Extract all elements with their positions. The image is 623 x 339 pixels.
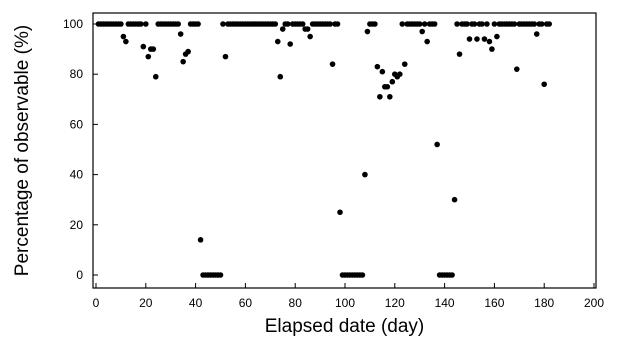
data-point [494,33,500,40]
y-tick-label: 40 [70,168,84,182]
x-tick-label: 200 [584,296,604,310]
data-point [533,31,540,37]
data-point [514,66,520,72]
data-point [284,21,291,27]
axis-ticks [93,23,595,288]
data-point [401,61,408,67]
data-point [399,21,406,27]
y-tick-label: 100 [63,17,83,31]
data-point [379,68,386,75]
tick-labels: 0 20 40 60 80 100 120 140 160 180 200 0 20 40 60 80 100 [63,17,604,310]
data-point [140,43,147,50]
data-point [185,48,191,55]
data-point [274,38,281,45]
plot-frame [92,12,597,289]
data-point [434,141,440,148]
data-point [307,33,313,40]
data-point [272,21,279,27]
data-point [387,93,393,100]
data-point [384,83,391,90]
data-point [329,61,336,67]
data-point [299,21,306,27]
data-point [123,38,129,45]
data-point [334,21,341,27]
data-point [337,209,343,216]
data-point [287,41,294,47]
data-point [118,21,124,27]
data-point [511,21,518,27]
data-point [546,21,552,27]
data-point [372,21,378,27]
data-point [145,53,152,60]
data-point [466,36,473,42]
x-tick-label: 60 [239,296,253,310]
x-tick-label: 0 [93,296,100,310]
data-point [362,171,368,178]
data-point [195,21,201,27]
y-tick-label: 80 [70,67,84,81]
data-point [279,26,286,32]
data-points [95,21,552,278]
data-point [474,36,480,42]
data-point [481,36,488,42]
data-point [454,21,460,27]
data-point [197,237,204,243]
data-point [419,28,425,35]
data-point [177,31,184,37]
data-point [143,21,149,27]
x-axis-title: Elapsed date (day) [265,316,425,337]
data-point [421,21,428,27]
data-point [449,272,455,278]
data-point [277,73,284,80]
data-point [396,71,403,77]
data-point [451,196,458,203]
data-point [456,51,463,57]
data-point [424,38,430,45]
data-point [471,21,478,27]
data-point [484,21,490,27]
data-point [377,93,383,100]
data-point [416,21,423,27]
data-point [222,53,229,60]
data-point [150,46,157,52]
x-tick-label: 20 [139,296,153,310]
data-point [217,272,224,278]
data-point [541,81,547,88]
data-point [491,21,498,27]
x-tick-label: 180 [534,296,554,310]
data-point [464,21,470,27]
data-point [389,78,396,85]
data-point [538,21,545,27]
data-point [374,63,381,70]
x-tick-label: 100 [335,296,355,310]
x-tick-label: 40 [189,296,203,310]
data-point [359,272,366,278]
x-tick-label: 140 [435,296,455,310]
x-tick-label: 160 [484,296,504,310]
data-point [479,21,485,27]
data-point [180,58,186,65]
x-tick-label: 120 [385,296,405,310]
y-tick-label: 60 [70,117,84,131]
y-axis-title: Percentage of observable (%) [12,25,33,276]
data-point [364,28,371,35]
data-point [431,21,438,27]
data-point [304,26,311,32]
data-point [120,33,127,40]
data-point [220,21,226,27]
data-point [486,38,493,45]
x-tick-label: 80 [289,296,303,310]
data-point [489,46,495,52]
data-point [138,21,144,27]
data-point [175,21,181,27]
data-point [152,73,159,80]
data-point [327,21,333,27]
data-point [531,21,538,27]
y-tick-label: 0 [76,268,83,282]
y-tick-label: 20 [70,218,84,232]
